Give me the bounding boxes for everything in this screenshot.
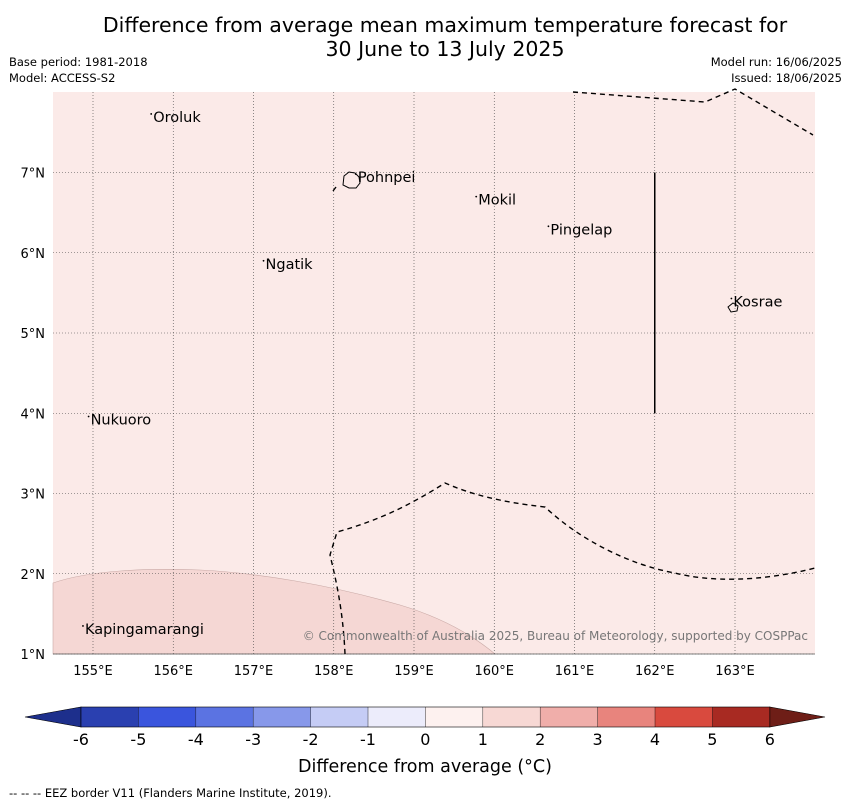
meta-left: Base period: 1981-2018 Model: ACCESS-S2 bbox=[9, 54, 148, 86]
colorbar-tick-label: 5 bbox=[707, 730, 717, 749]
lon-tick-label: 163°E bbox=[715, 664, 755, 679]
lon-tick-label: 160°E bbox=[474, 664, 514, 679]
lon-tick-label: 156°E bbox=[153, 664, 193, 679]
island-marker bbox=[547, 225, 550, 228]
region-1-to-2 bbox=[52, 569, 496, 655]
colorbar-swatch bbox=[81, 707, 139, 727]
colorbar-tick-label: 2 bbox=[535, 730, 545, 749]
colorbar-swatch bbox=[425, 707, 483, 727]
colorbar-tick-label: 1 bbox=[478, 730, 488, 749]
colorbar-tick-label: 3 bbox=[593, 730, 603, 749]
eez-border-fragment bbox=[332, 186, 337, 192]
longitude-labels: 155°E 156°E 157°E 158°E 159°E 160°E 161°E 162°E… bbox=[73, 664, 755, 679]
colorbar-tick-label: -5 bbox=[130, 730, 146, 749]
island-marker bbox=[475, 195, 478, 198]
place-labels: Oroluk Pohnpei Mokil Pingelap Ngatik Kosrae Nu… bbox=[82, 110, 782, 638]
lon-tick-label: 161°E bbox=[555, 664, 595, 679]
colorbar-ticks: -6 -5 -4 -3 -2 -1 0 1 2 3 4 5 6 bbox=[73, 707, 775, 749]
model-run: Model run: 16/06/2025 bbox=[710, 55, 842, 69]
colorbar-swatch bbox=[195, 707, 254, 727]
island-marker bbox=[354, 173, 357, 176]
pohnpei-outline bbox=[342, 171, 361, 189]
colorbar-swatch bbox=[712, 707, 770, 727]
model-name: Model: ACCESS-S2 bbox=[9, 71, 116, 85]
eez-border-north bbox=[572, 88, 814, 136]
kosrae-outline bbox=[727, 302, 739, 313]
place-label-pingelap: Pingelap bbox=[550, 222, 612, 238]
lat-tick-label: 3°N bbox=[21, 488, 46, 503]
lat-tick-label: 2°N bbox=[21, 568, 46, 583]
place-label-pohnpei: Pohnpei bbox=[358, 170, 416, 186]
colorbar-swatch bbox=[540, 707, 598, 727]
lon-tick-label: 162°E bbox=[635, 664, 675, 679]
island-marker bbox=[730, 297, 733, 300]
colorbar-tick-label: -4 bbox=[188, 730, 204, 749]
colorbar-tick-label: -3 bbox=[245, 730, 261, 749]
colorbar-tick-label: 0 bbox=[420, 730, 430, 749]
copyright-notice: © Commonwealth of Australia 2025, Bureau… bbox=[303, 629, 808, 643]
place-label-kapingamarangi: Kapingamarangi bbox=[85, 622, 204, 638]
colorbar-swatch bbox=[310, 707, 368, 727]
colorbar-swatch bbox=[482, 707, 541, 727]
colorbar-swatch bbox=[138, 707, 196, 727]
base-period: Base period: 1981-2018 bbox=[9, 55, 148, 69]
island-marker bbox=[82, 625, 84, 627]
lat-tick-label: 4°N bbox=[21, 407, 46, 422]
colorbar-tick-label: 6 bbox=[765, 730, 775, 749]
lat-tick-label: 6°N bbox=[21, 247, 46, 262]
chart-title: Difference from average mean maximum tem… bbox=[0, 13, 850, 61]
lat-tick-label: 5°N bbox=[21, 327, 46, 342]
place-label-kosrae: Kosrae bbox=[733, 295, 782, 311]
lon-tick-label: 159°E bbox=[394, 664, 434, 679]
island-marker bbox=[262, 259, 265, 262]
island-outlines bbox=[342, 171, 739, 313]
meta-right: Model run: 16/06/2025 Issued: 18/06/2025 bbox=[711, 54, 842, 86]
footnote: -- -- -- EEZ border V11 (Flanders Marine… bbox=[9, 786, 332, 800]
colorbar-swatch bbox=[253, 707, 311, 727]
colorbar-swatches bbox=[24, 706, 826, 728]
eez-borders bbox=[329, 88, 816, 655]
title-line-2: 30 June to 13 July 2025 bbox=[325, 37, 565, 61]
map-panel: Oroluk Pohnpei Mokil Pingelap Ngatik Kosrae Nu… bbox=[21, 88, 816, 679]
eez-border-south bbox=[329, 482, 816, 655]
place-label-mokil: Mokil bbox=[478, 193, 516, 209]
lon-tick-label: 158°E bbox=[314, 664, 354, 679]
colorbar-extend-low bbox=[24, 706, 82, 728]
lon-tick-label: 157°E bbox=[234, 664, 274, 679]
latitude-labels: 1°N 2°N 3°N 4°N 5°N 6°N 7°N bbox=[21, 167, 46, 664]
lon-tick-label: 155°E bbox=[73, 664, 113, 679]
place-label-oroluk: Oroluk bbox=[153, 110, 201, 126]
colorbar-title: Difference from average (°C) bbox=[298, 757, 552, 777]
colorbar-tick-label: -1 bbox=[360, 730, 376, 749]
colorbar: -6 -5 -4 -3 -2 -1 0 1 2 3 4 5 6 bbox=[24, 706, 826, 749]
island-marker bbox=[87, 415, 90, 418]
colorbar-swatch bbox=[655, 707, 713, 727]
colorbar-swatch bbox=[368, 707, 426, 727]
colorbar-extend-high bbox=[769, 706, 826, 728]
place-label-ngatik: Ngatik bbox=[266, 257, 314, 273]
colorbar-tick-label: -6 bbox=[73, 730, 89, 749]
title-line-1: Difference from average mean maximum tem… bbox=[102, 13, 788, 37]
island-marker bbox=[150, 113, 153, 115]
colorbar-tick-label: -2 bbox=[303, 730, 319, 749]
issued-date: Issued: 18/06/2025 bbox=[731, 71, 842, 85]
lat-tick-label: 7°N bbox=[21, 167, 46, 182]
place-label-nukuoro: Nukuoro bbox=[91, 412, 152, 428]
lat-tick-label: 1°N bbox=[21, 648, 46, 663]
colorbar-tick-label: 4 bbox=[650, 730, 660, 749]
colorbar-swatch bbox=[597, 707, 655, 727]
map-background bbox=[53, 92, 815, 654]
